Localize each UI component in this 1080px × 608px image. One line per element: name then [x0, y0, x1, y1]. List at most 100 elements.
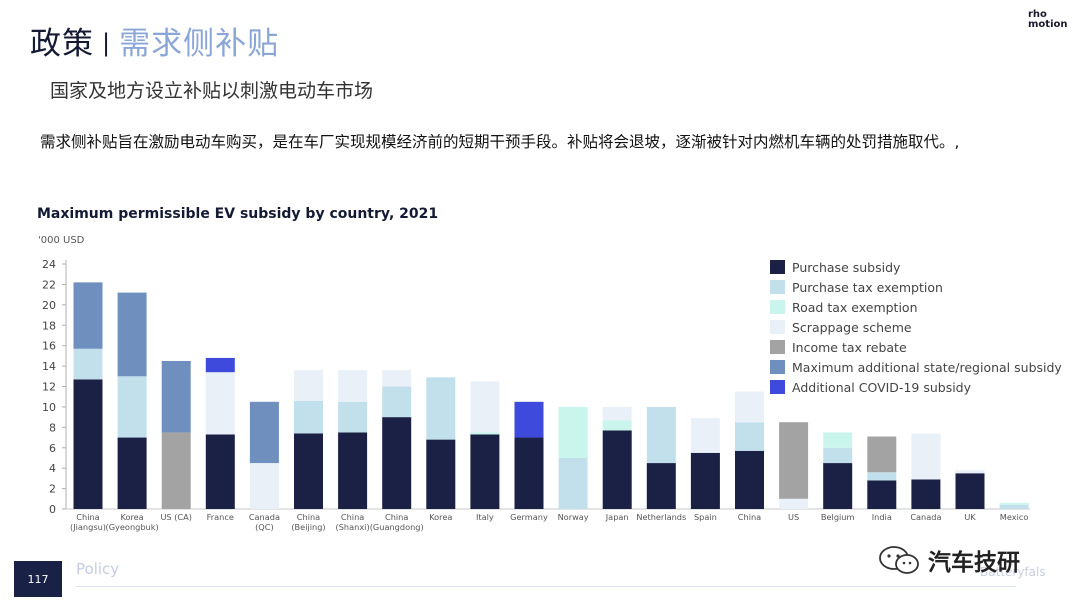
legend-swatch — [770, 380, 785, 394]
bar-segment — [294, 433, 323, 509]
y-tick-label: 24 — [42, 258, 56, 271]
title-sub: 需求侧补贴 — [119, 26, 280, 62]
y-tick-label: 10 — [42, 401, 56, 414]
chart-title: Maximum permissible EV subsidy by countr… — [37, 206, 439, 222]
y-tick-label: 0 — [49, 503, 56, 516]
legend-label: Road tax exemption — [792, 300, 918, 315]
bar-segment — [470, 432, 500, 435]
bar-segment — [338, 432, 368, 509]
bar-segment — [955, 470, 985, 474]
x-tick-label: UK — [964, 512, 976, 522]
bar-segment — [117, 437, 147, 509]
bar-segment — [558, 457, 588, 509]
bar-segment — [735, 450, 764, 509]
x-tick-label: Korea — [120, 512, 143, 522]
x-tick-label: India — [872, 512, 892, 522]
bar-segment — [911, 433, 941, 480]
x-tick-label: Germany — [510, 512, 548, 522]
y-tick-label: 20 — [42, 299, 56, 312]
bar-segment — [249, 401, 279, 464]
bar-segment — [558, 406, 588, 458]
rho-motion-logo: rho motion — [1028, 10, 1072, 30]
bar-segment — [955, 473, 985, 509]
bar-segment — [249, 463, 279, 509]
logo-line-2: motion — [1028, 19, 1068, 30]
watermark-text: 汽车技研 — [928, 550, 1020, 576]
bar-segment — [73, 348, 103, 380]
x-tick-label: Spain — [694, 512, 717, 522]
x-tick-label: Norway — [558, 512, 589, 522]
slide-subtitle: 国家及地方设立补贴以刺激电动车市场 — [50, 80, 374, 102]
title-separator: | — [102, 29, 112, 57]
x-tick-label: (Gyeongbuk) — [106, 522, 159, 532]
title-main: 政策 — [30, 26, 94, 62]
bar-segment — [73, 282, 103, 349]
bar-segment — [867, 436, 897, 473]
bar-segment — [382, 386, 412, 418]
x-tick-label: China — [385, 512, 408, 522]
x-tick-label: Netherlands — [636, 512, 686, 522]
page-number: 117 — [27, 572, 49, 586]
bar-segment — [73, 379, 103, 509]
bar-segment — [646, 463, 676, 509]
bar-segment — [382, 417, 412, 509]
bar-segment — [602, 420, 632, 431]
bar-segment — [823, 447, 853, 464]
x-tick-label: Belgium — [821, 512, 855, 522]
chart-bars — [73, 282, 1029, 509]
x-tick-label: (QC) — [255, 522, 274, 532]
x-tick-label: Canada — [910, 512, 941, 522]
watermark: 汽车技研 — [878, 543, 1020, 577]
chart-unit-label: '000 USD — [38, 235, 85, 246]
y-tick-label: 14 — [42, 360, 56, 373]
bar-segment — [338, 370, 368, 402]
bar-segment — [205, 434, 235, 509]
bar-segment — [117, 292, 147, 377]
footer-section-label: Policy — [76, 560, 120, 578]
bar-segment — [823, 432, 853, 448]
legend-swatch — [770, 260, 785, 274]
bar-segment — [470, 381, 500, 433]
bar-segment — [823, 463, 853, 509]
x-tick-label: (Guangdong) — [370, 522, 424, 532]
bar-segment — [338, 401, 368, 433]
x-tick-label: Japan — [605, 512, 629, 522]
x-tick-label: US — [788, 512, 799, 522]
legend-label: Income tax rebate — [792, 340, 907, 355]
bar-segment — [294, 400, 323, 434]
x-tick-label: France — [207, 512, 234, 522]
description-paragraph: 需求侧补贴旨在激励电动车购买，是在车厂实现规模经济前的短期干预手段。补贴将会退坡… — [40, 133, 960, 151]
bar-segment — [161, 432, 191, 509]
chart-x-labels: China (Jiangsu) Korea(Gyeongbuk)US (CA) Fra… — [70, 512, 1028, 532]
bar-segment — [646, 406, 676, 464]
bar-segment — [382, 370, 412, 387]
bar-segment — [867, 472, 897, 481]
x-tick-label: (Jiangsu) — [70, 522, 106, 532]
bar-segment — [779, 422, 809, 499]
x-tick-label: (Beijing) — [291, 522, 325, 532]
y-tick-label: 8 — [49, 421, 56, 434]
page-number-box: 117 — [14, 561, 62, 597]
bar-segment — [999, 502, 1029, 505]
y-tick-label: 12 — [42, 381, 56, 394]
y-tick-label: 18 — [42, 319, 56, 332]
bar-segment — [690, 418, 720, 453]
legend-label: Scrappage scheme — [792, 320, 912, 335]
bar-segment — [602, 406, 632, 421]
legend-label: Purchase subsidy — [792, 260, 901, 275]
bar-segment — [999, 504, 1029, 509]
legend-swatch — [770, 340, 785, 354]
bar-segment — [735, 391, 764, 423]
bar-segment — [470, 434, 500, 509]
y-tick-label: 2 — [49, 483, 56, 496]
chart-legend: Purchase subsidy Purchase tax exemption Ro… — [770, 260, 1062, 395]
x-tick-label: China — [341, 512, 364, 522]
legend-label: Additional COVID-19 subsidy — [792, 380, 972, 395]
x-tick-label: US (CA) — [160, 512, 192, 522]
bar-segment — [911, 479, 941, 509]
bar-segment — [779, 498, 809, 509]
footer-divider — [76, 586, 1016, 587]
x-tick-label: Mexico — [1000, 512, 1029, 522]
x-tick-label: (Shanxi) — [336, 522, 370, 532]
